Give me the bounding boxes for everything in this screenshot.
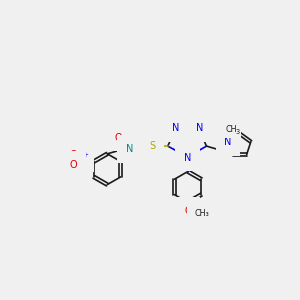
Text: O: O <box>70 150 77 160</box>
Text: O: O <box>184 206 192 216</box>
Text: 3: 3 <box>235 129 239 135</box>
Text: H: H <box>130 141 137 150</box>
Text: CH₃: CH₃ <box>194 208 209 217</box>
Text: N: N <box>224 137 232 147</box>
Text: O: O <box>114 133 122 142</box>
Text: N: N <box>172 123 179 134</box>
Text: N: N <box>196 123 203 134</box>
Text: +: + <box>82 152 88 158</box>
Text: O: O <box>70 160 77 170</box>
Text: N: N <box>126 144 134 154</box>
Text: N: N <box>78 153 85 164</box>
Text: S: S <box>149 141 155 151</box>
Text: CH: CH <box>225 125 237 134</box>
Text: N: N <box>184 153 191 163</box>
